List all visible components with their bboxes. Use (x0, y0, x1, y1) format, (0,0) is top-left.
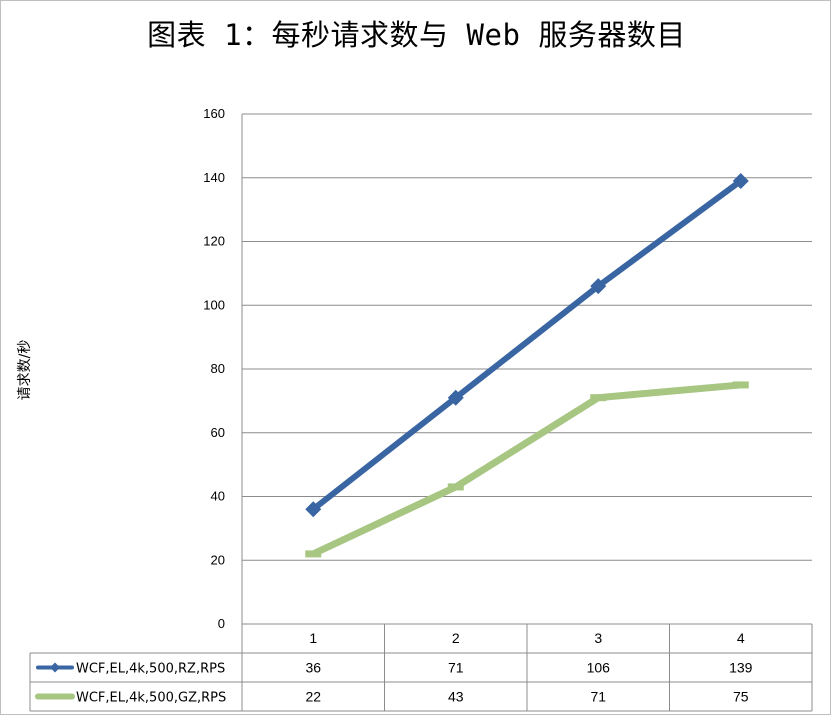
y-tick-label: 20 (211, 552, 225, 567)
table-value: 71 (448, 660, 464, 676)
x-tick-label: 3 (594, 630, 602, 646)
data-point (590, 394, 607, 402)
data-point (447, 483, 464, 491)
data-point (305, 501, 322, 518)
table-value: 106 (587, 660, 611, 676)
y-tick-label: 80 (211, 361, 225, 376)
data-point (590, 278, 607, 295)
chart-title: 图表 1：每秒请求数与 Web 服务器数目 (147, 18, 686, 52)
x-tick-label: 1 (309, 630, 317, 646)
x-tick-label: 2 (452, 630, 460, 646)
series-line-2 (309, 381, 745, 558)
x-tick-label: 4 (737, 630, 745, 646)
data-point (732, 172, 749, 189)
legend-key-marker (50, 662, 60, 673)
table-value: 36 (305, 660, 321, 676)
y-tick-label: 0 (218, 616, 225, 631)
table-value: 71 (590, 689, 606, 705)
data-point (447, 389, 464, 406)
y-tick-label: 60 (211, 425, 225, 440)
legend-label: WCF,EL,4k,500,RZ,RPS (76, 662, 225, 677)
y-tick-label: 100 (203, 297, 225, 312)
series-line-1 (310, 177, 744, 513)
table-value: 75 (733, 689, 749, 705)
table-value: 43 (448, 689, 464, 705)
y-tick-label: 120 (203, 234, 225, 249)
y-tick-label: 40 (211, 489, 225, 504)
legend-label: WCF,EL,4k,500,GZ,RPS (76, 691, 226, 706)
table-value: 139 (729, 660, 753, 676)
data-point (732, 381, 749, 389)
data-point (305, 550, 322, 558)
y-tick-label: 140 (203, 170, 225, 185)
table-value: 22 (305, 689, 321, 705)
y-tick-label: 160 (203, 106, 225, 121)
